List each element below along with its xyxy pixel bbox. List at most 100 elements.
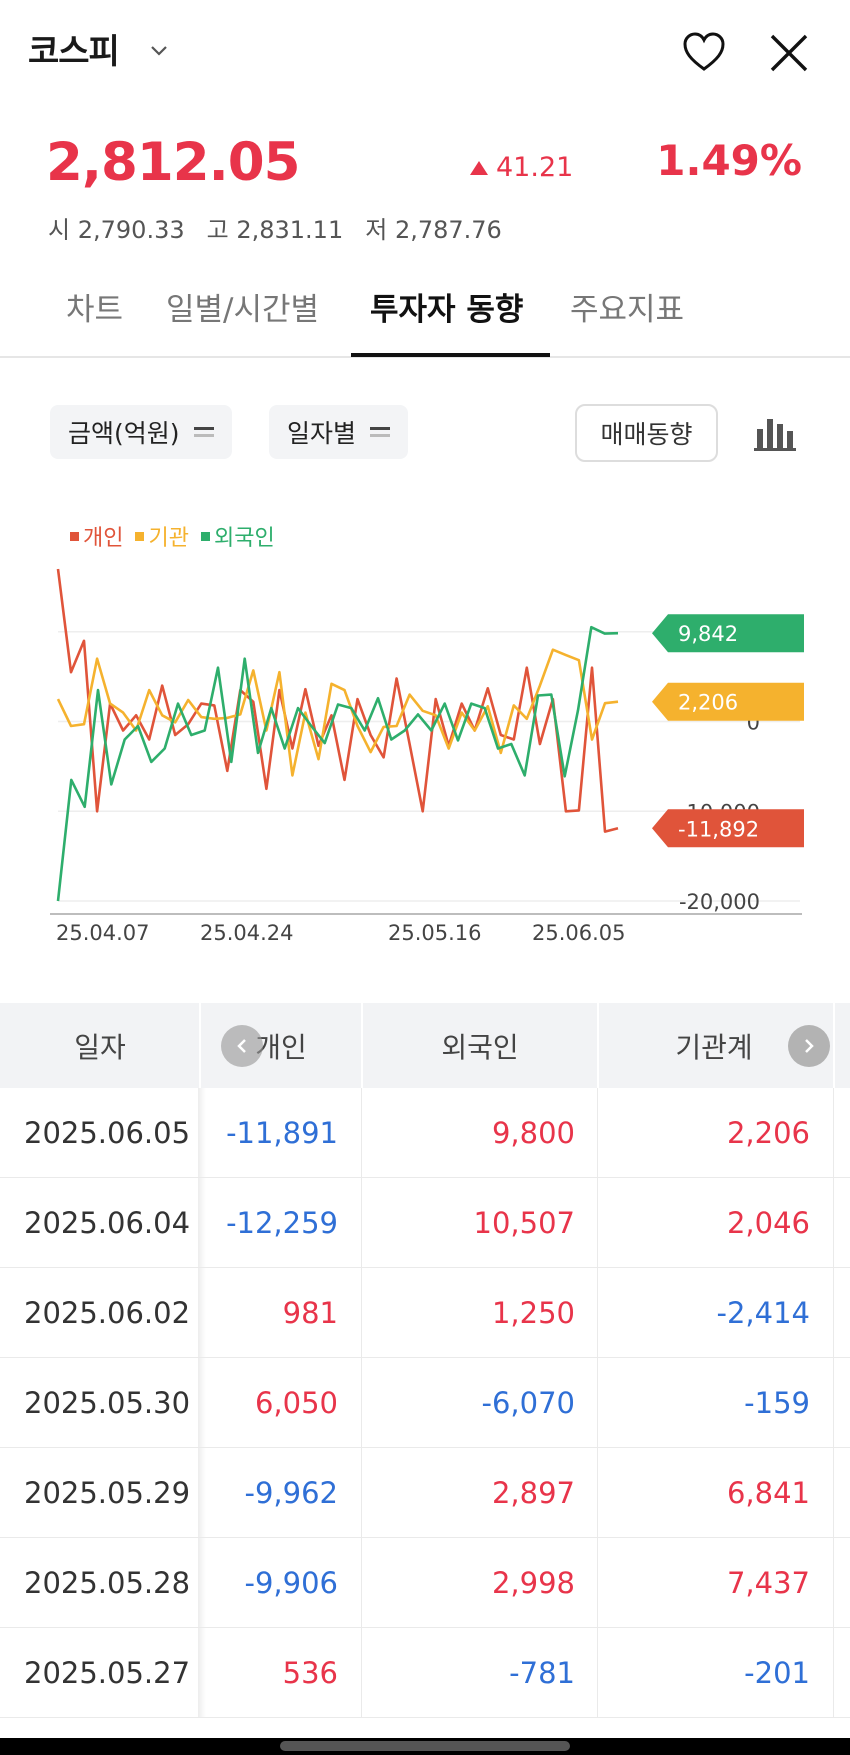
col-individual[interactable]: 개인 [255,1030,307,1064]
change-percent: 1.49% [656,136,802,185]
period-dropdown[interactable]: 일자별 [269,405,409,459]
table-row[interactable]: 2025.06.05 -11,891 9,800 2,206 [0,1088,850,1178]
column-shadow [198,1358,206,1447]
legend-institution: 기관 [135,520,189,552]
table-row[interactable]: 2025.05.27 536 -781 -201 [0,1628,850,1718]
trading-trend-button[interactable]: 매매동향 [575,404,718,462]
change-value: 41.21 [496,152,574,183]
col-date[interactable]: 일자 [74,1030,126,1064]
cell-date: 2025.05.29 [24,1476,191,1510]
cell-foreign: -781 [509,1656,575,1690]
cell-institution: -2,414 [716,1296,811,1330]
legend-foreign: 외국인 [200,520,275,552]
cell-individual: 536 [282,1656,338,1690]
table-row[interactable]: 2025.06.04 -12,259 10,507 2,046 [0,1178,850,1268]
cell-foreign: 10,507 [473,1206,575,1240]
chart-legend: 개인 기관 외국인 [70,520,275,552]
low-price: 저 2,787.76 [365,216,502,244]
end-value-tag: 9,842 [652,614,804,653]
investor-table: 일자 개인 외국인 기관계 2025.06.05 -11,891 9,800 2… [0,1003,850,1718]
cell-institution: 7,437 [726,1566,810,1600]
col-foreign[interactable]: 외국인 [441,1030,519,1064]
y-tick-label: -20,000 [679,890,760,914]
high-price: 고 2,831.11 [206,216,344,244]
svg-text:9,842: 9,842 [678,622,738,646]
tab-bar: 차트 일별/시간별 투자자 동향 주요지표 [0,270,850,358]
chevron-left-icon [237,1039,246,1053]
x-tick-label: 25.06.05 [532,921,626,945]
column-shadow [198,1178,206,1267]
column-shadow [198,1088,206,1177]
cell-institution: -201 [744,1656,810,1690]
x-tick-label: 25.04.07 [56,921,150,945]
cell-foreign: 2,897 [491,1476,575,1510]
home-indicator[interactable] [280,1741,570,1751]
scroll-right-button[interactable] [788,1025,830,1067]
tab-daily-hourly[interactable]: 일별/시간별 [166,292,320,328]
end-value-tag: -11,892 [652,809,804,848]
cell-date: 2025.05.28 [24,1566,191,1600]
cell-individual: -9,962 [244,1476,339,1510]
table-body: 2025.06.05 -11,891 9,800 2,206 2025.06.0… [0,1088,850,1718]
index-title: 코스피 [28,32,120,72]
tab-chart[interactable]: 차트 [66,292,124,328]
unit-label: 금액(억원) [68,419,180,448]
cell-date: 2025.06.04 [24,1206,191,1240]
series-line [56,568,619,833]
index-selector[interactable]: 코스피 [28,24,169,73]
cell-foreign: 1,250 [491,1296,575,1330]
current-price: 2,812.05 [46,132,301,193]
table-row[interactable]: 2025.06.02 981 1,250 -2,414 [0,1268,850,1358]
table-row[interactable]: 2025.05.29 -9,962 2,897 6,841 [0,1448,850,1538]
unit-dropdown[interactable]: 금액(억원) [50,405,232,459]
cell-individual: -9,906 [244,1566,339,1600]
column-shadow [198,1628,206,1717]
col-institution[interactable]: 기관계 [675,1030,753,1064]
cell-individual: 981 [282,1296,338,1330]
scroll-left-button[interactable] [221,1025,263,1067]
tab-investor-trend[interactable]: 투자자 동향 [370,292,524,328]
svg-text:-11,892: -11,892 [678,817,759,841]
close-icon[interactable] [768,32,810,74]
cell-institution: -159 [744,1386,810,1420]
cell-foreign: -6,070 [481,1386,576,1420]
cell-institution: 2,206 [726,1116,810,1150]
active-tab-indicator [351,353,550,357]
open-price: 시 2,790.33 [48,216,185,244]
chevron-down-icon [151,45,167,56]
series-line [56,625,619,902]
column-shadow [198,1448,206,1537]
cell-date: 2025.05.27 [24,1656,191,1690]
heart-icon[interactable] [682,32,726,72]
cell-individual: -12,259 [226,1206,338,1240]
table-row[interactable]: 2025.05.30 6,050 -6,070 -159 [0,1358,850,1448]
svg-text:2,206: 2,206 [678,691,738,715]
period-label: 일자별 [287,419,357,448]
header: 코스피 [0,0,850,105]
dropdown-icon [193,427,214,437]
bar-chart-icon[interactable] [754,413,796,451]
price-change: 41.21 [470,152,573,183]
legend-individual: 개인 [70,520,123,552]
column-shadow [198,1268,206,1357]
table-header: 일자 개인 외국인 기관계 [0,1003,850,1088]
cell-foreign: 2,998 [491,1566,575,1600]
investor-line-chart[interactable]: 10,0000-10,000-20,00025.04.0725.04.2425.… [0,540,850,960]
series-line [56,648,619,777]
cell-date: 2025.06.02 [24,1296,191,1330]
cell-date: 2025.05.30 [24,1386,191,1420]
cell-foreign: 9,800 [491,1116,575,1150]
cell-institution: 6,841 [726,1476,810,1510]
x-tick-label: 25.05.16 [388,921,482,945]
cell-institution: 2,046 [726,1206,810,1240]
ohl-summary: 시 2,790.33 고 2,831.11 저 2,787.76 [48,210,502,245]
x-tick-label: 25.04.24 [200,921,294,945]
column-shadow [198,1538,206,1627]
end-value-tag: 2,206 [652,682,804,721]
table-row[interactable]: 2025.05.28 -9,906 2,998 7,437 [0,1538,850,1628]
dropdown-icon [370,427,391,437]
tab-key-indicators[interactable]: 주요지표 [570,292,685,328]
cell-individual: 6,050 [254,1386,338,1420]
up-arrow-icon [470,160,488,175]
cell-individual: -11,891 [226,1116,338,1150]
